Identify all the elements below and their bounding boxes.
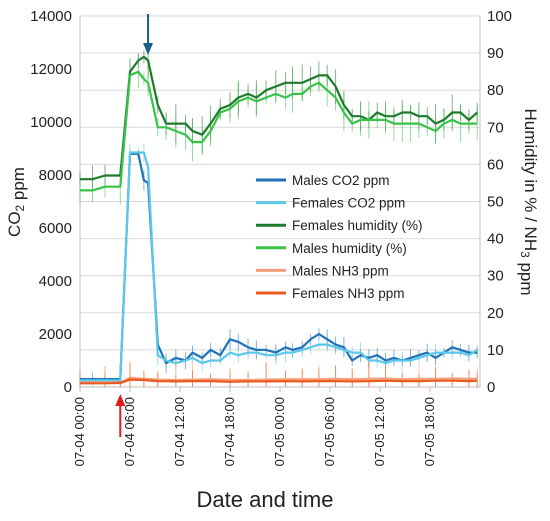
y-tick-label-right: 50 [487, 194, 504, 211]
x-tick-label: 07-04 18:00 [222, 397, 237, 466]
y-tick-label-left: 14000 [30, 8, 72, 25]
legend: Males CO2 ppm Females CO2 ppm Females humi… [256, 173, 423, 301]
x-tick-label: 07-05 00:00 [272, 397, 287, 466]
series-line [80, 152, 478, 381]
axes: 0 2000 4000 6000 8000 10000 12000 14000 0 10 20 30 4… [30, 8, 512, 466]
series-line [80, 55, 478, 181]
legend-label: Males NH3 ppm [292, 263, 389, 278]
y-tick-label-right: 10 [487, 342, 504, 359]
y-tick-label-left: 8000 [39, 167, 72, 184]
y-tick-label-left: 2000 [39, 326, 72, 343]
y-tick-label-right: 30 [487, 268, 504, 285]
y-axis-title-right: Humidity in % / NH3 ppm [517, 108, 540, 295]
series-line [80, 70, 478, 192]
x-tick-label: 07-04 12:00 [172, 397, 187, 466]
series-line [80, 376, 478, 384]
legend-label: Females CO2 ppm [292, 196, 405, 211]
y-tick-label-left: 6000 [39, 220, 72, 237]
y-tick-label-right: 60 [487, 156, 504, 173]
x-tick-label: 07-05 06:00 [322, 397, 337, 466]
x-axis-title: Date and time [197, 487, 334, 512]
x-tick-label: 07-04 06:00 [122, 397, 137, 466]
annotation-arrow-down-head [143, 43, 154, 55]
y-tick-label-right: 90 [487, 45, 504, 62]
legend-label: Males humidity (%) [292, 241, 407, 256]
axis-titles: CO2 ppm Humidity in % / NH3 ppm Date and t… [5, 108, 540, 512]
series-line [80, 151, 478, 382]
annotation-arrow-up-head [115, 394, 126, 406]
x-tick-label: 07-04 00:00 [72, 397, 87, 466]
legend-label: Females humidity (%) [292, 218, 423, 233]
x-tick-label: 07-05 12:00 [372, 397, 387, 466]
series-lines [80, 55, 478, 385]
annotations [115, 14, 154, 437]
y-tick-label-left: 12000 [30, 61, 72, 78]
y-tick-label-right: 40 [487, 231, 504, 248]
y-tick-label-right: 20 [487, 305, 504, 322]
y-tick-label-left: 4000 [39, 273, 72, 290]
legend-label: Males CO2 ppm [292, 173, 390, 188]
x-tick-label: 07-05 18:00 [422, 397, 437, 466]
y-axis-title-left: CO2 ppm [5, 167, 28, 237]
y-tick-label-left: 10000 [30, 114, 72, 131]
y-tick-label-right: 80 [487, 82, 504, 99]
y-tick-label-right: 70 [487, 119, 504, 136]
y-tick-label-left: 0 [64, 379, 72, 396]
series-line [80, 378, 478, 385]
legend-label: Females NH3 ppm [292, 286, 405, 301]
y-tick-label-right: 100 [487, 8, 512, 25]
y-tick-label-right: 0 [487, 379, 495, 396]
